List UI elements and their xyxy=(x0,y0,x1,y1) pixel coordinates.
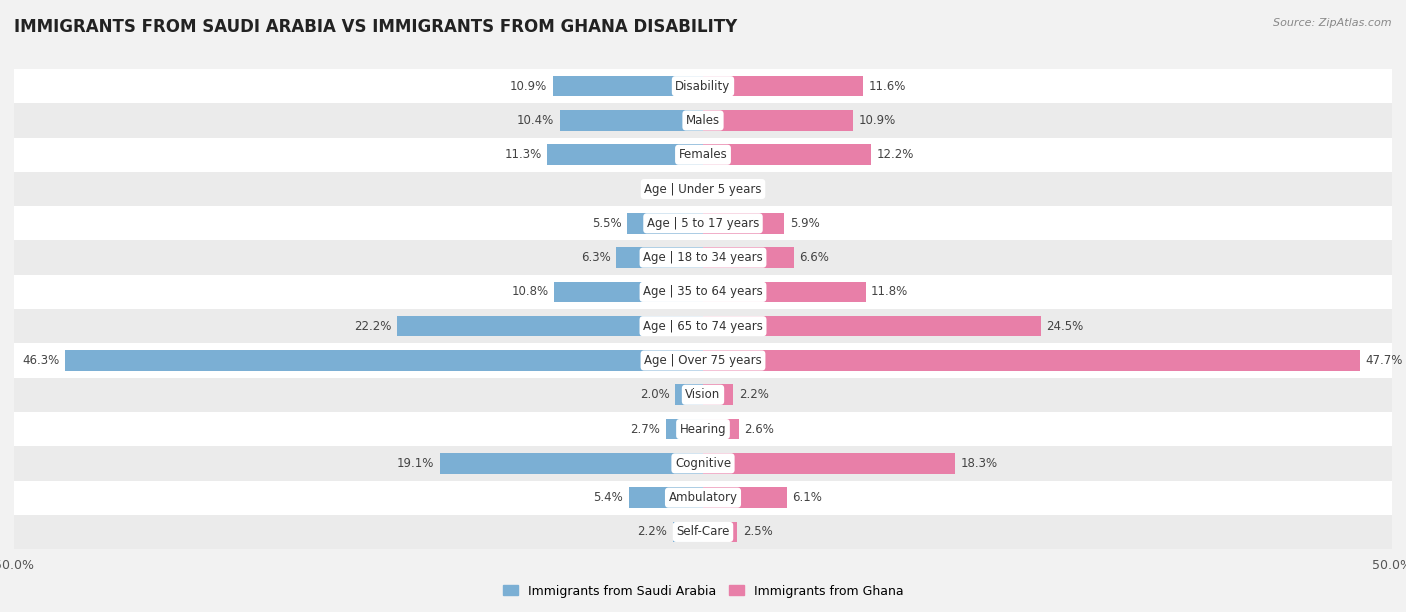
Bar xyxy=(703,144,872,165)
Bar xyxy=(65,350,703,371)
Text: 6.3%: 6.3% xyxy=(581,251,610,264)
Text: 10.8%: 10.8% xyxy=(512,285,548,299)
Text: 11.8%: 11.8% xyxy=(872,285,908,299)
Bar xyxy=(703,247,794,268)
Text: Hearing: Hearing xyxy=(679,422,727,436)
Bar xyxy=(703,453,955,474)
Text: 11.6%: 11.6% xyxy=(869,80,905,92)
Bar xyxy=(616,247,703,268)
Bar xyxy=(14,480,1392,515)
Text: 2.5%: 2.5% xyxy=(742,526,773,539)
Bar xyxy=(666,419,703,439)
Bar xyxy=(14,446,1392,480)
Bar xyxy=(675,384,703,405)
Text: IMMIGRANTS FROM SAUDI ARABIA VS IMMIGRANTS FROM GHANA DISABILITY: IMMIGRANTS FROM SAUDI ARABIA VS IMMIGRAN… xyxy=(14,18,737,36)
Text: 5.4%: 5.4% xyxy=(593,491,623,504)
Text: Age | 18 to 34 years: Age | 18 to 34 years xyxy=(643,251,763,264)
Bar xyxy=(703,521,738,542)
Text: 10.9%: 10.9% xyxy=(859,114,896,127)
Text: Age | Over 75 years: Age | Over 75 years xyxy=(644,354,762,367)
Bar xyxy=(703,419,738,439)
Text: 22.2%: 22.2% xyxy=(354,319,392,333)
Bar xyxy=(703,110,853,131)
Text: 2.6%: 2.6% xyxy=(744,422,775,436)
Text: 18.3%: 18.3% xyxy=(960,457,998,470)
Text: 24.5%: 24.5% xyxy=(1046,319,1084,333)
Text: 1.2%: 1.2% xyxy=(725,182,755,196)
Text: Self-Care: Self-Care xyxy=(676,526,730,539)
Bar xyxy=(14,241,1392,275)
Text: Age | 35 to 64 years: Age | 35 to 64 years xyxy=(643,285,763,299)
Bar xyxy=(627,213,703,234)
Text: Age | 5 to 17 years: Age | 5 to 17 years xyxy=(647,217,759,230)
Bar xyxy=(440,453,703,474)
Bar xyxy=(14,378,1392,412)
Bar xyxy=(14,206,1392,241)
Bar xyxy=(14,309,1392,343)
Bar xyxy=(14,172,1392,206)
Text: Age | 65 to 74 years: Age | 65 to 74 years xyxy=(643,319,763,333)
Text: 11.3%: 11.3% xyxy=(505,148,541,161)
Text: 12.2%: 12.2% xyxy=(876,148,914,161)
Text: 10.9%: 10.9% xyxy=(510,80,547,92)
Text: 10.4%: 10.4% xyxy=(517,114,554,127)
Bar xyxy=(396,316,703,337)
Bar xyxy=(14,275,1392,309)
Bar xyxy=(553,76,703,97)
Text: 1.2%: 1.2% xyxy=(651,182,681,196)
Text: Disability: Disability xyxy=(675,80,731,92)
Text: 6.6%: 6.6% xyxy=(800,251,830,264)
Bar xyxy=(703,316,1040,337)
Text: 47.7%: 47.7% xyxy=(1365,354,1403,367)
Text: 5.9%: 5.9% xyxy=(790,217,820,230)
Text: Age | Under 5 years: Age | Under 5 years xyxy=(644,182,762,196)
Text: 2.2%: 2.2% xyxy=(738,388,769,401)
Bar xyxy=(703,282,866,302)
Text: 2.2%: 2.2% xyxy=(637,526,668,539)
Text: Vision: Vision xyxy=(685,388,721,401)
Bar xyxy=(672,521,703,542)
Text: 19.1%: 19.1% xyxy=(396,457,434,470)
Bar xyxy=(703,179,720,200)
Bar xyxy=(703,350,1360,371)
Bar xyxy=(14,515,1392,549)
Bar xyxy=(14,412,1392,446)
Text: 5.5%: 5.5% xyxy=(592,217,621,230)
Bar xyxy=(14,103,1392,138)
Bar xyxy=(628,487,703,508)
Bar xyxy=(14,343,1392,378)
Bar xyxy=(560,110,703,131)
Bar xyxy=(14,69,1392,103)
Bar xyxy=(14,138,1392,172)
Text: 46.3%: 46.3% xyxy=(22,354,59,367)
Legend: Immigrants from Saudi Arabia, Immigrants from Ghana: Immigrants from Saudi Arabia, Immigrants… xyxy=(498,580,908,603)
Text: Males: Males xyxy=(686,114,720,127)
Bar xyxy=(554,282,703,302)
Bar xyxy=(703,76,863,97)
Text: 2.0%: 2.0% xyxy=(640,388,669,401)
Text: 6.1%: 6.1% xyxy=(793,491,823,504)
Text: Females: Females xyxy=(679,148,727,161)
Bar xyxy=(547,144,703,165)
Bar xyxy=(703,213,785,234)
Bar xyxy=(703,384,734,405)
Text: Cognitive: Cognitive xyxy=(675,457,731,470)
Bar xyxy=(703,487,787,508)
Bar xyxy=(686,179,703,200)
Text: Source: ZipAtlas.com: Source: ZipAtlas.com xyxy=(1274,18,1392,28)
Text: 2.7%: 2.7% xyxy=(630,422,661,436)
Text: Ambulatory: Ambulatory xyxy=(668,491,738,504)
